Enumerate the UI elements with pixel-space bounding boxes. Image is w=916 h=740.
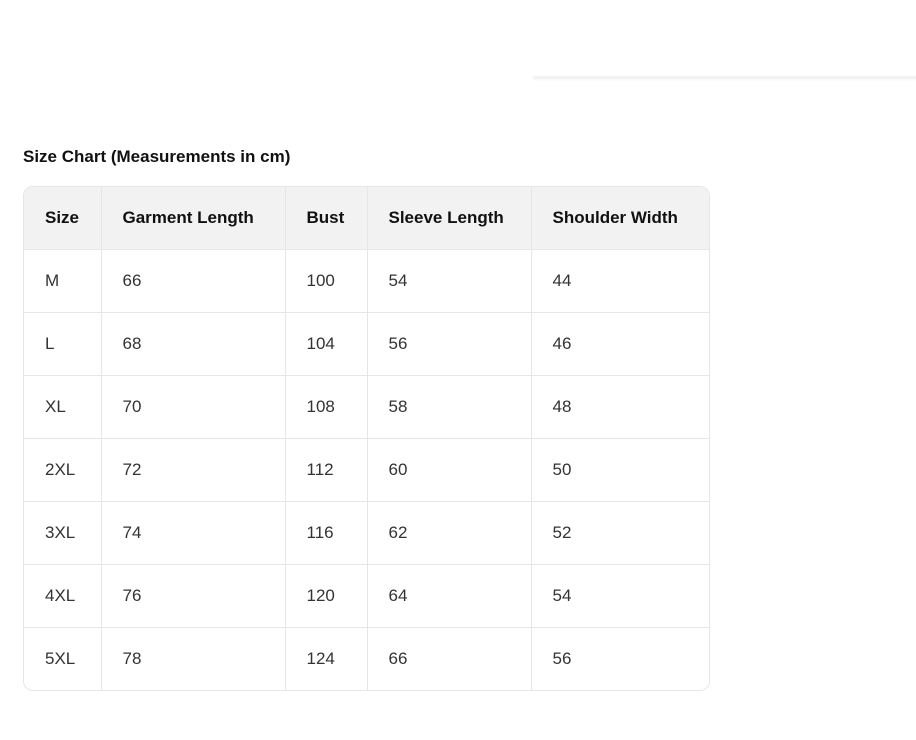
table-cell: 66: [367, 627, 532, 690]
table-cell: 58: [367, 375, 532, 439]
table-cell: 44: [531, 249, 709, 313]
column-header: Bust: [285, 187, 368, 250]
table-cell: 108: [285, 375, 368, 439]
column-header: Garment Length: [101, 187, 286, 250]
top-divider: [533, 76, 916, 79]
size-chart-title: Size Chart (Measurements in cm): [23, 147, 291, 166]
table-cell: 70: [101, 375, 286, 439]
column-header: Shoulder Width: [531, 187, 709, 250]
table-cell: 74: [101, 501, 286, 565]
table-row: 2XL 72 112 60 50: [24, 438, 709, 502]
table-row: XL 70 108 58 48: [24, 375, 709, 439]
table-cell: 56: [367, 312, 532, 376]
table-cell: 54: [531, 564, 709, 628]
table-cell: L: [24, 312, 102, 376]
table-cell: 52: [531, 501, 709, 565]
table-row: L 68 104 56 46: [24, 312, 709, 376]
table-cell: 100: [285, 249, 368, 313]
table-row: 3XL 74 116 62 52: [24, 501, 709, 565]
table-cell: 78: [101, 627, 286, 690]
table-cell: 64: [367, 564, 532, 628]
table-cell: 3XL: [24, 501, 102, 565]
table-cell: 56: [552, 649, 572, 668]
table-cell: 76: [101, 564, 286, 628]
table-cell: 60: [367, 438, 532, 502]
table-cell: 4XL: [24, 564, 102, 628]
table-row: 4XL 76 120 64 54: [24, 564, 709, 628]
table-cell: 120: [285, 564, 368, 628]
table-cell: 104: [285, 312, 368, 376]
size-chart-table: Size Garment Length Bust Sleeve Length Shoul…: [24, 187, 709, 690]
table-cell: 54: [367, 249, 532, 313]
table-cell: 50: [531, 438, 709, 502]
size-chart-table-container: Size Garment Length Bust Sleeve Length Shoul…: [23, 186, 710, 691]
table-header-row: Size Garment Length Bust Sleeve Length Shoul…: [24, 187, 709, 250]
table-row: 5XL 78 124 66 56: [24, 627, 709, 690]
table-cell: 46: [531, 312, 709, 376]
table-cell: 2XL: [24, 438, 102, 502]
table-cell: 72: [101, 438, 286, 502]
table-cell: 116: [285, 501, 368, 565]
column-header: Sleeve Length: [367, 187, 532, 250]
table-row: M 66 100 54 44: [24, 249, 709, 313]
table-cell: 66: [101, 249, 286, 313]
table-cell: 62: [367, 501, 532, 565]
table-cell: 5XL: [24, 627, 102, 690]
table-cell: 112: [285, 438, 368, 502]
table-cell: XL: [24, 375, 102, 439]
table-cell: M: [24, 249, 102, 313]
table-cell: 124: [285, 627, 368, 690]
table-cell: 48: [531, 375, 709, 439]
table-cell: 68: [101, 312, 286, 376]
column-header: Size: [24, 187, 102, 250]
